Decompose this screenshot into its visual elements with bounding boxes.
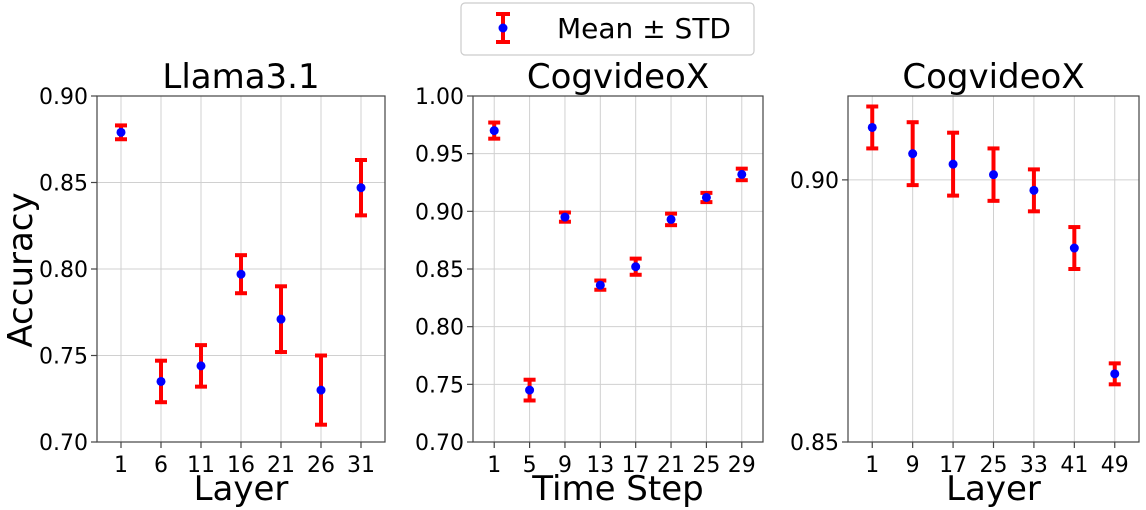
y-axis-label: Accuracy xyxy=(1,192,41,347)
y-tick-label: 0.75 xyxy=(39,345,88,370)
legend-box xyxy=(460,2,755,56)
y-tick-label: 0.90 xyxy=(415,200,464,225)
x-axis-label: Layer xyxy=(946,469,1041,509)
data-point xyxy=(236,269,246,279)
x-tick-label: 1 xyxy=(865,453,879,478)
x-tick-label: 26 xyxy=(307,453,335,478)
data-point xyxy=(276,314,286,324)
data-point xyxy=(908,149,918,159)
panel-cogvideox-layer: 0.85 0.90 1 9 17 25 33 41 49 CogvideoX Layer xyxy=(790,57,1140,509)
legend: Mean ± STD xyxy=(460,2,755,56)
panel-title: CogvideoX xyxy=(527,57,709,97)
x-tick-label: 9 xyxy=(906,453,920,478)
x-tick-label: 16 xyxy=(227,453,255,478)
x-tick-label: 17 xyxy=(939,453,967,478)
data-point xyxy=(316,385,326,395)
data-point xyxy=(156,376,166,386)
x-tick-label: 29 xyxy=(728,453,756,478)
y-tick-label: 0.80 xyxy=(39,258,88,283)
x-tick-label: 25 xyxy=(980,453,1008,478)
x-tick-label: 5 xyxy=(523,453,537,478)
y-tick-label: 0.85 xyxy=(790,431,839,456)
x-tick-label: 41 xyxy=(1060,453,1088,478)
x-tick-label: 9 xyxy=(558,453,572,478)
panel-cogvideox-timestep: 0.70 0.75 0.80 0.85 0.90 0.95 1.00 1 5 9 13 17 21 25 2… xyxy=(415,57,764,509)
data-point xyxy=(631,262,641,272)
panel-title: Llama3.1 xyxy=(162,57,319,97)
y-tick-label: 0.85 xyxy=(415,258,464,283)
data-point xyxy=(867,122,877,132)
y-tick-label: 0.90 xyxy=(790,169,839,194)
data-point xyxy=(116,127,126,137)
data-point xyxy=(1110,369,1120,379)
data-point xyxy=(666,214,676,224)
data-point xyxy=(1029,185,1039,195)
y-tick-label: 0.95 xyxy=(415,143,464,168)
x-tick-label: 1 xyxy=(114,453,128,478)
x-tick-label: 17 xyxy=(622,453,650,478)
x-tick-label: 13 xyxy=(586,453,614,478)
y-tick-label: 0.70 xyxy=(39,431,88,456)
data-point xyxy=(196,361,206,371)
y-tick-label: 0.90 xyxy=(39,85,88,110)
data-point xyxy=(948,159,958,169)
legend-marker xyxy=(498,23,508,33)
x-axis-label: Layer xyxy=(194,469,289,509)
x-tick-label: 25 xyxy=(692,453,720,478)
x-tick-label: 11 xyxy=(187,453,215,478)
panel-llama: 0.700.750.800.850.901 6 11 16 21 26 31Llama3.1… xyxy=(39,57,386,509)
y-tick-label: 0.85 xyxy=(39,172,88,197)
data-point xyxy=(1069,243,1079,253)
panel-title: CogvideoX xyxy=(902,57,1084,97)
x-tick-label: 1 xyxy=(487,453,501,478)
x-tick-label: 31 xyxy=(347,453,375,478)
x-tick-label: 21 xyxy=(267,453,295,478)
data-point xyxy=(989,170,998,180)
y-tick-label: 0.80 xyxy=(415,316,464,341)
x-tick-label: 33 xyxy=(1020,453,1048,478)
data-point xyxy=(595,280,605,290)
x-axis-label: Time Step xyxy=(531,469,703,509)
data-point xyxy=(525,385,535,395)
data-point xyxy=(701,192,711,202)
legend-label: Mean ± STD xyxy=(557,12,731,45)
x-tick-label: 21 xyxy=(657,453,685,478)
data-point xyxy=(489,126,499,136)
data-point xyxy=(560,212,570,222)
data-point xyxy=(737,169,747,179)
x-tick-label: 49 xyxy=(1101,453,1129,478)
y-tick-label: 0.75 xyxy=(415,373,464,398)
x-tick-label: 6 xyxy=(154,453,168,478)
data-point xyxy=(356,183,366,193)
y-tick-label: 1.00 xyxy=(415,85,464,110)
y-tick-label: 0.70 xyxy=(415,431,464,456)
